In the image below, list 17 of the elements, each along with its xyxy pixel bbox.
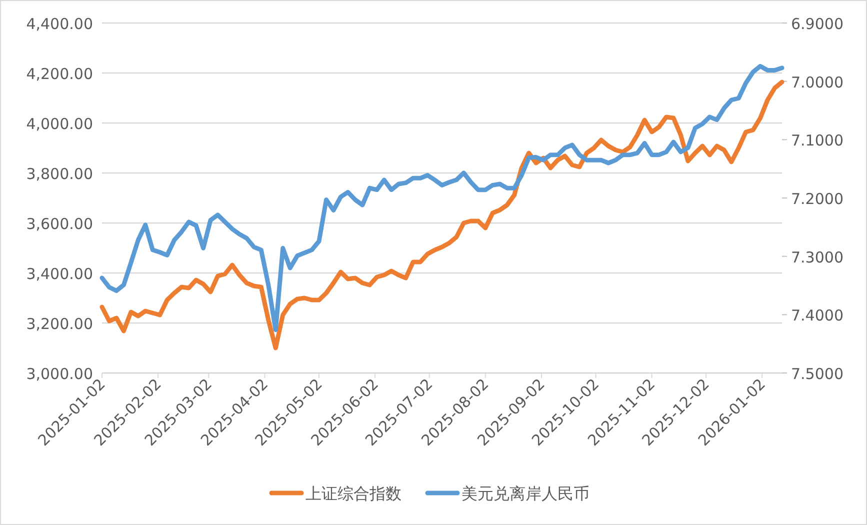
y-tick-label: 4,000.00 <box>26 115 93 133</box>
y2-tick-label: 7.4000 <box>791 306 844 325</box>
legend-label: 美元兑离岸人民币 <box>462 484 590 503</box>
y2-tick-label: 7.0000 <box>791 73 844 92</box>
legend-label: 上证综合指数 <box>306 484 402 503</box>
y2-tick-label: 7.5000 <box>791 365 844 383</box>
y2-tick-label: 7.2000 <box>791 190 844 208</box>
y-tick-label: 3,200.00 <box>26 315 93 333</box>
y2-tick-label: 6.9000 <box>791 15 844 33</box>
y-tick-label: 4,400.00 <box>26 15 93 33</box>
y-tick-label: 3,000.00 <box>26 365 93 383</box>
y-tick-label: 3,400.00 <box>26 265 93 283</box>
y-tick-label: 4,200.00 <box>26 65 93 83</box>
y2-tick-label: 7.1000 <box>791 132 844 150</box>
y2-tick-label: 7.3000 <box>791 248 844 266</box>
y-tick-label: 3,600.00 <box>26 215 93 233</box>
y-tick-label: 3,800.00 <box>26 165 93 183</box>
